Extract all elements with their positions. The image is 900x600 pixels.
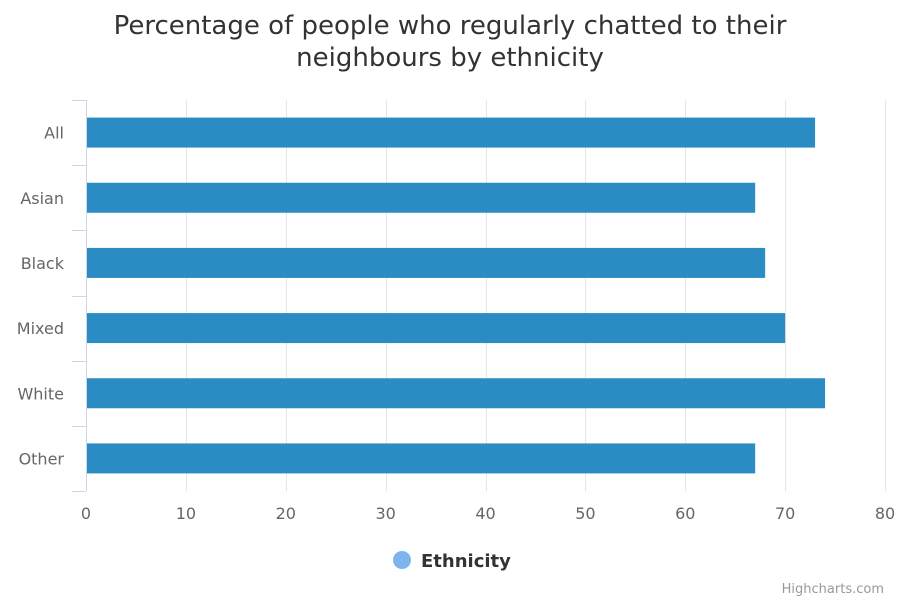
bar-layer bbox=[87, 117, 826, 474]
chart-title-line-1: Percentage of people who regularly chatt… bbox=[113, 11, 787, 41]
bar bbox=[87, 117, 816, 148]
x-tick-label: 40 bbox=[475, 504, 495, 523]
x-tick-label: 50 bbox=[575, 504, 595, 523]
category-label: White bbox=[17, 384, 64, 403]
credits-link[interactable]: Highcharts.com bbox=[782, 582, 884, 597]
legend-label[interactable]: Ethnicity bbox=[421, 551, 511, 572]
bar bbox=[87, 182, 756, 213]
x-tick-label: 60 bbox=[675, 504, 695, 523]
x-tick-label: 70 bbox=[775, 504, 795, 523]
category-label: Mixed bbox=[17, 319, 64, 338]
chart-title-line-2: neighbours by ethnicity bbox=[296, 43, 604, 73]
legend-marker[interactable] bbox=[393, 551, 411, 569]
x-tick-label: 10 bbox=[176, 504, 196, 523]
x-tick-label: 30 bbox=[375, 504, 395, 523]
category-label: Black bbox=[21, 254, 65, 273]
category-label: All bbox=[44, 124, 64, 143]
category-label: Asian bbox=[20, 189, 64, 208]
chart-title: Percentage of people who regularly chatt… bbox=[0, 10, 900, 74]
x-tick-label: 0 bbox=[81, 504, 91, 523]
legend-item[interactable]: Ethnicity bbox=[393, 551, 511, 572]
bar bbox=[87, 247, 766, 278]
bar bbox=[87, 313, 786, 344]
category-label: Other bbox=[19, 449, 65, 468]
grid-layer bbox=[186, 100, 886, 491]
axis-layer: 0 10 20 30 40 50 60 70 80 All Asian Black Mixed White… bbox=[17, 100, 895, 523]
x-tick-label: 20 bbox=[276, 504, 296, 523]
bar bbox=[87, 378, 826, 409]
x-tick-label: 80 bbox=[875, 504, 895, 523]
bar bbox=[87, 443, 756, 474]
